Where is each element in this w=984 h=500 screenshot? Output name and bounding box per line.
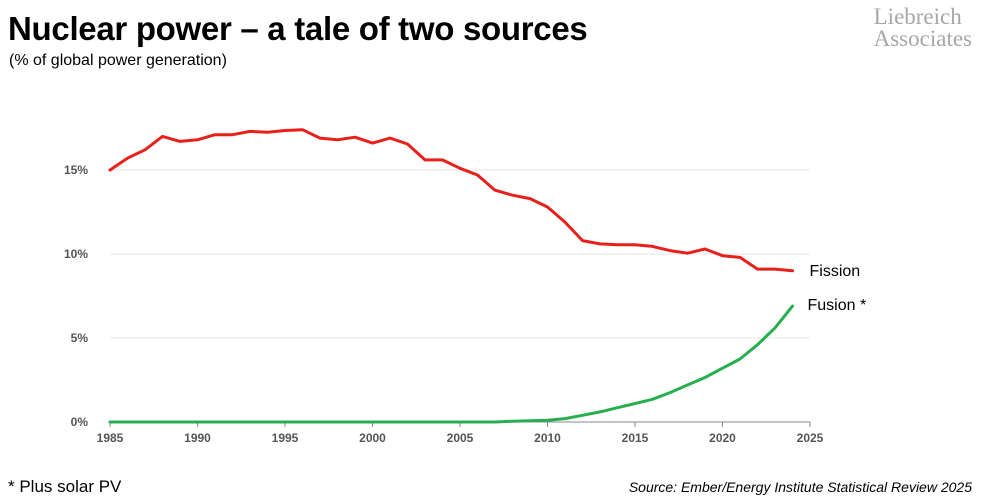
source-note: Source: Ember/Energy Institute Statistic… [628,479,972,495]
y-tick-label: 0% [71,415,89,429]
chart-title: Nuclear power – a tale of two sources [8,10,588,47]
x-tick-label: 2005 [447,431,474,445]
x-tick-label: 2010 [534,431,561,445]
y-tick-label: 15% [64,163,88,177]
x-tick-label: 2025 [797,431,824,445]
y-tick-label: 10% [64,247,88,261]
line-chart: 0% 5% 10% 15% 1985 1990 1995 2000 2005 2010 2015 20… [64,128,867,445]
fission-series-label: Fission [810,263,861,280]
brand-line-1: Liebreich [873,4,962,29]
x-tick-label: 1990 [184,431,211,445]
brand-line-2: Associates [873,26,972,51]
footnote: * Plus solar PV [8,477,122,496]
x-tick-label: 2015 [622,431,649,445]
fusion-series-label: Fusion * [808,297,867,314]
x-tick-label: 2000 [359,431,386,445]
fusion-line [108,304,794,424]
y-tick-label: 5% [71,331,89,345]
brand-logo: Liebreich Associates [873,4,972,51]
chart-subtitle: (% of global power generation) [9,52,227,69]
x-tick-label: 2020 [709,431,736,445]
x-tick-label: 1995 [272,431,299,445]
fission-line [108,128,794,273]
x-tick-label: 1985 [97,431,124,445]
